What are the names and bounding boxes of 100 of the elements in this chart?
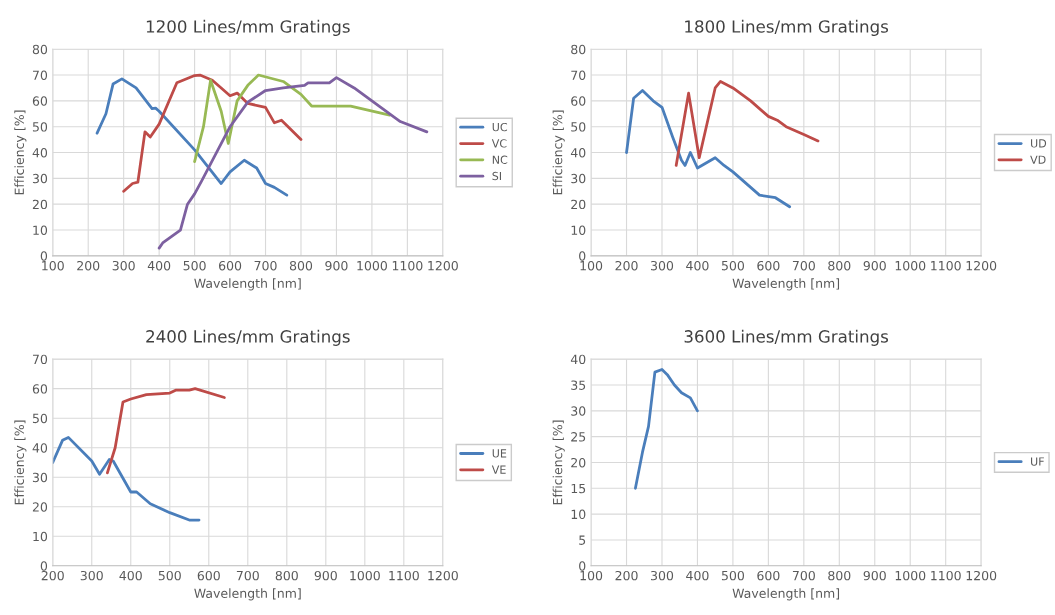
y-tick-label: 70 — [571, 70, 586, 80]
y-tick-label: 70 — [33, 70, 48, 80]
x-tick-label: 100 — [42, 260, 64, 271]
chart-title: 1200 Lines/mm Gratings — [146, 19, 350, 36]
line-series — [625, 89, 792, 209]
y-tick-label: 50 — [32, 413, 48, 424]
legend-label: VD — [1030, 155, 1046, 164]
y-tick-label: 20 — [32, 199, 48, 210]
legend-label: VE — [491, 465, 506, 474]
line-series — [95, 77, 289, 197]
y-tick-label: 60 — [32, 384, 48, 394]
x-tick-label: 700 — [792, 570, 815, 581]
y-axis-title: Efficiency [%] — [552, 110, 565, 195]
y-tick-label: 0 — [40, 251, 48, 261]
x-tick-label: 400 — [119, 570, 142, 581]
y-tick-label: 25 — [571, 432, 586, 442]
x-tick-label: 800 — [275, 570, 298, 581]
x-tick-label: 1100 — [392, 260, 423, 271]
x-tick-label: 500 — [721, 570, 745, 581]
y-tick-label: 5 — [579, 535, 586, 545]
y-tick-label: 40 — [32, 147, 48, 158]
x-tick-label: 200 — [77, 260, 100, 271]
line-series — [634, 368, 699, 490]
chart-title: 1800 Lines/mm Gratings — [685, 19, 889, 36]
x-tick-label: 600 — [219, 260, 242, 271]
x-tick-label: 1000 — [357, 260, 387, 271]
y-tick-label: 40 — [570, 354, 586, 365]
x-tick-label: 200 — [615, 570, 638, 581]
line-series — [157, 76, 429, 250]
x-tick-label: 1200 — [428, 570, 458, 581]
x-tick-label: 1000 — [895, 570, 926, 581]
x-tick-label: 700 — [254, 260, 277, 271]
x-tick-label: 600 — [757, 570, 780, 581]
x-tick-label: 1100 — [389, 570, 419, 581]
line-series — [105, 387, 226, 475]
y-tick-label: 60 — [571, 96, 586, 106]
x-tick-label: 300 — [112, 260, 135, 271]
x-tick-label: 1100 — [931, 260, 961, 271]
x-tick-label: 200 — [615, 260, 638, 271]
x-tick-label: 100 — [580, 570, 603, 581]
chart-title: 2400 Lines/mm Gratings — [146, 329, 350, 346]
y-tick-label: 35 — [571, 380, 586, 390]
x-tick-label: 1200 — [428, 260, 458, 271]
legend-label: UE — [492, 449, 507, 458]
x-tick-label: 400 — [686, 570, 709, 581]
x-tick-label: 600 — [197, 570, 220, 581]
y-tick-label: 0 — [40, 561, 48, 571]
y-tick-label: 10 — [33, 225, 48, 235]
x-tick-label: 1000 — [895, 260, 926, 271]
x-tick-label: 700 — [792, 260, 815, 271]
x-tick-label: 900 — [314, 570, 337, 581]
chart-title: 3600 Lines/mm Gratings — [684, 329, 889, 346]
legend-label: NC — [492, 155, 508, 164]
x-axis-title: Wavelength [nm] — [732, 588, 840, 601]
y-tick-label: 20 — [571, 457, 586, 468]
legend-label: UD — [1031, 139, 1047, 148]
y-tick-label: 60 — [32, 96, 48, 106]
y-tick-label: 15 — [571, 483, 586, 494]
y-tick-label: 0 — [579, 251, 586, 261]
x-tick-label: 1000 — [350, 570, 380, 581]
y-axis-title: Efficiency [%] — [552, 420, 565, 505]
x-tick-label: 800 — [828, 570, 851, 581]
line-series — [122, 73, 303, 193]
x-tick-label: 500 — [721, 260, 745, 271]
line-series — [674, 80, 820, 167]
line-series — [193, 73, 392, 163]
x-tick-label: 800 — [289, 260, 313, 271]
y-tick-label: 20 — [571, 199, 586, 210]
x-tick-label: 500 — [183, 260, 206, 271]
x-tick-label: 1100 — [931, 570, 961, 581]
x-tick-label: 1200 — [966, 570, 997, 581]
x-axis-title: Wavelength [nm] — [194, 588, 301, 601]
y-tick-label: 30 — [32, 472, 48, 483]
x-tick-label: 400 — [686, 260, 709, 271]
x-tick-label: 400 — [147, 260, 171, 271]
x-tick-label: 200 — [41, 570, 64, 581]
x-tick-label: 700 — [236, 570, 259, 581]
x-tick-label: 300 — [80, 570, 103, 581]
x-tick-label: 300 — [651, 570, 674, 581]
y-tick-label: 80 — [571, 44, 586, 55]
legend-label: SI — [492, 171, 501, 181]
x-tick-label: 900 — [325, 260, 348, 271]
x-tick-label: 500 — [158, 570, 181, 581]
y-tick-label: 70 — [33, 354, 48, 365]
y-tick-label: 10 — [571, 509, 586, 520]
y-axis-title: Efficiency [%] — [14, 110, 27, 195]
y-tick-label: 80 — [32, 44, 48, 55]
legend-label: UC — [492, 122, 508, 132]
y-tick-label: 40 — [570, 147, 586, 158]
y-tick-label: 30 — [571, 406, 586, 416]
y-tick-label: 10 — [571, 225, 586, 235]
y-tick-label: 30 — [571, 173, 586, 184]
x-tick-label: 900 — [863, 260, 886, 271]
y-tick-label: 20 — [32, 502, 48, 512]
y-tick-label: 50 — [571, 122, 586, 132]
x-tick-label: 900 — [863, 570, 886, 581]
x-tick-label: 600 — [757, 260, 780, 271]
x-tick-label: 1200 — [966, 260, 997, 271]
line-series — [52, 436, 201, 522]
y-tick-label: 40 — [32, 443, 48, 453]
